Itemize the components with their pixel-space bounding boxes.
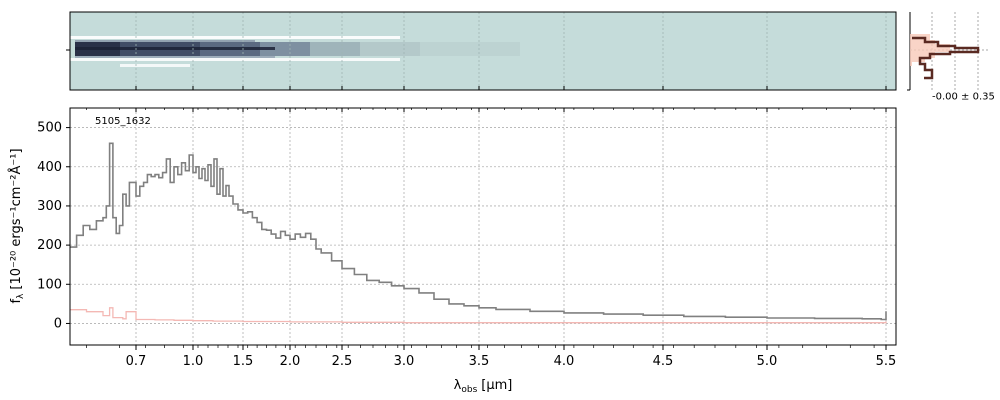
trace-wing-bottom (75, 56, 275, 58)
x-tick-label: 4.0 (554, 354, 575, 369)
spectrum-series-1 (70, 307, 887, 324)
trace-band-segment (420, 42, 520, 56)
trace-wing-top (75, 40, 255, 42)
y-tick-label: 300 (37, 199, 62, 214)
trace-core (75, 47, 275, 50)
main-series (70, 142, 887, 324)
x-tick-label: 2.5 (332, 354, 353, 369)
x-tick-label: 4.5 (653, 354, 674, 369)
x-tick-label: 0.7 (126, 354, 147, 369)
y-tick-label: 500 (37, 121, 62, 136)
trace-band-segment (260, 42, 310, 56)
spectrum-2d-trace (70, 36, 520, 67)
y-axis-label: fλ[10⁻²⁰ ergs⁻¹cm⁻²Å⁻¹] (8, 148, 26, 303)
spectrum-2d-grid (135, 12, 887, 90)
y-axis-ticks: 0 100 200 300 400 500 (37, 121, 70, 331)
spectrum-2d-frame (69, 11, 897, 91)
x-tick-label: 2.0 (280, 354, 301, 369)
profile-inset-label: -0.00 ± 0.35 (932, 91, 995, 102)
x-tick-label: 3.0 (394, 354, 415, 369)
trace-halo-lower (120, 64, 190, 67)
x-axis-ticks: 0.7 1.0 1.5 2.0 2.5 3.0 3.5 4.0 4.5 5.0 5.5 (86, 86, 897, 369)
trace-halo-bottom (70, 58, 400, 61)
spectrum-1d-panel: 0.7 1.0 1.5 2.0 2.5 3.0 3.5 4.0 4.5 5.0 5.5 0 100 20… (8, 86, 897, 395)
main-grid (70, 108, 896, 345)
x-tick-label: 5.5 (876, 354, 897, 369)
profile-inset-line (912, 36, 980, 80)
x-tick-label: 1.5 (233, 354, 254, 369)
x-tick-label: 5.0 (757, 354, 778, 369)
spectrum-series-0 (70, 142, 887, 321)
trace-band-segment (310, 42, 360, 56)
main-frame (69, 107, 897, 346)
y-tick-label: 200 (37, 238, 62, 253)
object-id-label: 5105_1632 (95, 116, 151, 127)
spectrum-2d-panel (66, 11, 897, 91)
x-tick-label: 3.5 (469, 354, 490, 369)
profile-inset: -0.00 ± 0.35 (907, 12, 995, 102)
trace-halo-top (70, 36, 400, 39)
x-axis-label: λobs [μm] (454, 378, 513, 395)
x-tick-label: 1.0 (183, 354, 204, 369)
trace-band-segment (360, 42, 420, 56)
y-tick-label: 400 (37, 160, 62, 175)
y-tick-label: 100 (37, 277, 62, 292)
y-tick-label: 0 (54, 316, 62, 331)
